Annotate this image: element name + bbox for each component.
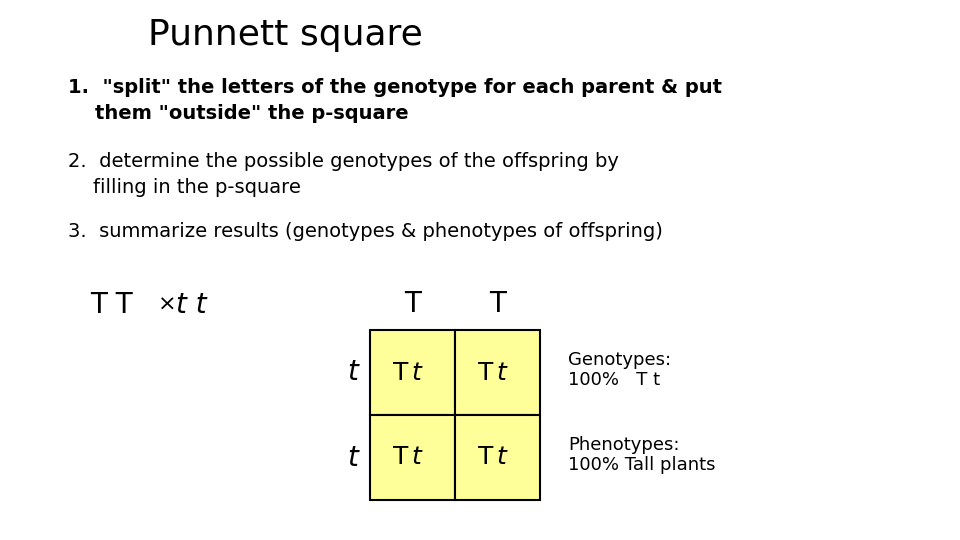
Text: T: T — [478, 361, 493, 384]
Text: T: T — [394, 361, 409, 384]
Text: Punnett square: Punnett square — [148, 18, 422, 52]
Text: t: t — [496, 446, 506, 469]
Text: Genotypes:: Genotypes: — [568, 351, 671, 369]
Text: t: t — [496, 361, 506, 384]
Text: t t: t t — [176, 291, 206, 319]
Bar — [455, 415, 540, 500]
Text: t: t — [348, 443, 358, 471]
Text: ×: × — [158, 295, 177, 315]
Text: Phenotypes:: Phenotypes: — [568, 436, 680, 454]
Bar — [370, 330, 455, 415]
Text: T: T — [478, 446, 493, 469]
Text: T: T — [404, 290, 420, 318]
Text: 3.  summarize results (genotypes & phenotypes of offspring): 3. summarize results (genotypes & phenot… — [68, 222, 662, 241]
Text: 100% Tall plants: 100% Tall plants — [568, 456, 715, 474]
Text: T T: T T — [90, 291, 132, 319]
Text: t: t — [348, 359, 358, 387]
Text: 1.  "split" the letters of the genotype for each parent & put
    them "outside": 1. "split" the letters of the genotype f… — [68, 78, 722, 123]
Bar — [370, 415, 455, 500]
Text: 100%   T t: 100% T t — [568, 371, 660, 389]
Text: T: T — [394, 446, 409, 469]
Text: 2.  determine the possible genotypes of the offspring by
    filling in the p-sq: 2. determine the possible genotypes of t… — [68, 152, 619, 197]
Text: t: t — [412, 446, 421, 469]
Bar — [455, 330, 540, 415]
Text: t: t — [412, 361, 421, 384]
Text: T: T — [489, 290, 506, 318]
